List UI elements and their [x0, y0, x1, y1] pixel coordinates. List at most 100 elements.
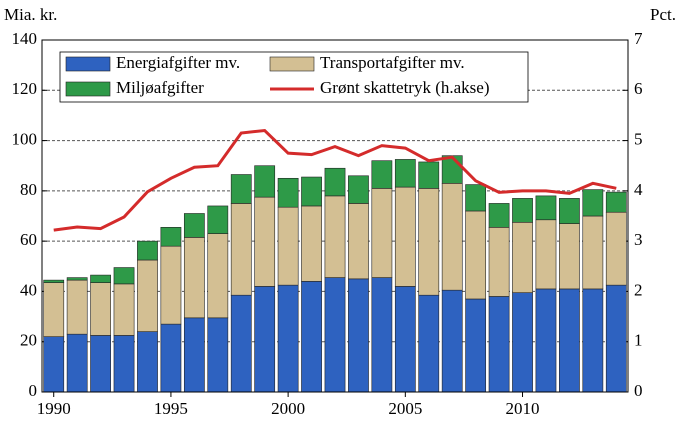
- bar-segment: [230, 203, 252, 296]
- bar-segment: [394, 186, 416, 287]
- bar-segment: [160, 227, 182, 247]
- bar-segment: [348, 278, 369, 393]
- bar-segment: [301, 281, 322, 393]
- plot-frame: [41, 39, 629, 393]
- bar-segment: [348, 175, 369, 204]
- bar-segment: [90, 335, 111, 393]
- bar-segment: [43, 279, 65, 283]
- bar-segment: [512, 292, 533, 393]
- bar-segment: [535, 195, 557, 221]
- bar-segment: [277, 206, 299, 286]
- bar-segment: [90, 282, 111, 336]
- bar-segment: [137, 259, 158, 332]
- bar-segment: [582, 288, 604, 393]
- bar-segment: [113, 267, 135, 285]
- bar-segment: [301, 176, 322, 207]
- y2-tick-label: 1: [634, 331, 643, 350]
- legend-label: Grønt skattetryk (h.akse): [320, 78, 489, 97]
- legend-label: Transportafgifter mv.: [320, 53, 465, 72]
- bar-segment: [160, 245, 182, 325]
- y-tick-label: 120: [12, 79, 38, 98]
- y2-tick-label: 7: [634, 29, 643, 48]
- y-tick-label: 100: [12, 129, 38, 148]
- legend-swatch: [269, 56, 315, 72]
- bar-segment: [90, 274, 111, 283]
- bar-segment: [488, 227, 510, 297]
- bar-segment: [207, 205, 229, 234]
- bar-segment: [512, 221, 533, 293]
- legend-swatch: [65, 81, 111, 97]
- bar-segment: [582, 215, 604, 290]
- bar-segment: [230, 294, 252, 393]
- bar-segment: [66, 279, 88, 335]
- bar-segment: [418, 188, 440, 296]
- bar-segment: [254, 286, 276, 393]
- x-tick-label: 1990: [37, 399, 71, 418]
- y2-tick-label: 5: [634, 129, 643, 148]
- bar-segment: [254, 165, 276, 198]
- x-tick-label: 2010: [506, 399, 540, 418]
- bar-segment: [324, 277, 346, 393]
- bar-segment: [183, 213, 205, 238]
- y-tick-label: 140: [12, 29, 38, 48]
- bar-segment: [137, 240, 158, 261]
- bar-segment: [394, 159, 416, 188]
- bar-segment: [605, 191, 627, 213]
- x-tick-label: 2000: [271, 399, 305, 418]
- bar-segment: [277, 284, 299, 393]
- bar-segment: [535, 219, 557, 290]
- bar-segment: [183, 237, 205, 319]
- bar-segment: [465, 298, 487, 393]
- x-tick-label: 2005: [388, 399, 422, 418]
- bar-segment: [277, 177, 299, 208]
- bar-segment: [535, 288, 557, 393]
- bar-segment: [324, 195, 346, 278]
- legend-label: Energiafgifter mv.: [116, 53, 240, 72]
- bar-segment: [512, 198, 533, 223]
- bar-segment: [66, 277, 88, 281]
- bar-segment: [207, 233, 229, 319]
- y-axis-label: Mia. kr.: [4, 5, 57, 24]
- bar-segment: [113, 283, 135, 336]
- y2-tick-label: 0: [634, 381, 643, 400]
- bar-segment: [66, 333, 88, 393]
- x-tick-label: 1995: [154, 399, 188, 418]
- bar-segment: [559, 288, 580, 393]
- y2-tick-label: 4: [634, 180, 643, 199]
- bar-segment: [394, 286, 416, 393]
- bar-segment: [348, 203, 369, 280]
- bar-segment: [301, 205, 322, 282]
- bar-segment: [441, 183, 463, 291]
- bar-segment: [371, 277, 393, 393]
- bar-segment: [371, 188, 393, 278]
- bar-segment: [160, 323, 182, 393]
- bar-segment: [559, 198, 580, 224]
- legend-swatch: [65, 56, 111, 72]
- bar-segment: [324, 167, 346, 197]
- bar-segment: [371, 160, 393, 189]
- y-tick-label: 20: [20, 331, 37, 350]
- bar-segment: [465, 184, 487, 212]
- bar-segment: [418, 161, 440, 189]
- y-tick-label: 40: [20, 280, 37, 299]
- y2-axis-label: Pct.: [650, 5, 676, 24]
- legend-label: Miljøafgifter: [116, 78, 204, 97]
- bar-segment: [488, 203, 510, 228]
- bar-segment: [43, 282, 65, 337]
- line-series: [53, 128, 617, 232]
- bar-segment: [254, 196, 276, 287]
- bar-segment: [183, 317, 205, 393]
- bar-segment: [605, 211, 627, 286]
- bar-segment: [207, 317, 229, 393]
- bar-segment: [137, 331, 158, 393]
- bar-segment: [582, 189, 604, 217]
- y-tick-label: 0: [29, 381, 38, 400]
- bar-segment: [230, 174, 252, 204]
- y2-tick-label: 6: [634, 79, 643, 98]
- y-tick-label: 80: [20, 180, 37, 199]
- bar-segment: [488, 296, 510, 393]
- bar-segment: [441, 289, 463, 393]
- bar-segment: [559, 223, 580, 290]
- bar-segment: [113, 335, 135, 393]
